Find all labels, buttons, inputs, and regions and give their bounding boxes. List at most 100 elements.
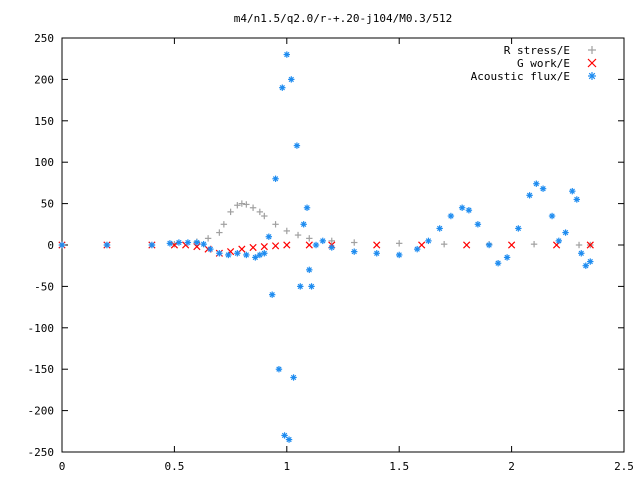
data-point [303,204,311,211]
data-point [548,212,556,220]
y-tick-label: -50 [34,280,54,293]
y-tick-label: -200 [28,405,55,418]
data-point [300,221,307,228]
legend-marker [588,46,596,54]
data-point [351,239,358,246]
data-point [268,291,276,298]
data-point [396,240,403,247]
data-point [234,250,241,257]
data-point [265,233,273,240]
chart-title: m4/n1.5/q2.0/r-+.20-j104/M0.3/512 [234,12,453,25]
legend-marker [587,58,597,68]
data-point [283,241,291,249]
data-point [256,208,264,216]
data-point [526,192,533,199]
data-point [440,240,448,248]
data-point [474,221,482,228]
legend-label: R stress/E [504,44,570,57]
data-point [261,250,268,257]
data-point [539,185,547,192]
data-point [184,239,192,246]
series-+ [58,200,594,249]
data-point [148,241,156,249]
data-point [373,241,381,249]
data-point [256,251,264,259]
data-point [207,245,214,253]
data-point [279,84,286,91]
x-tick-label: 2 [508,460,515,473]
x-tick-label: 1.5 [389,460,409,473]
data-point [396,251,403,259]
series-x [58,241,594,257]
legend-label: Acoustic flux/E [471,70,570,83]
data-point [328,237,335,245]
data-point [312,241,320,249]
data-point [234,202,241,209]
data-point [328,244,335,251]
data-point [530,240,538,248]
data-point [562,229,569,236]
data-point [485,241,493,249]
legend-label: G work/E [517,57,570,70]
series-layer [58,51,594,443]
data-point [272,221,279,228]
data-point [166,240,174,247]
data-point [297,283,304,290]
x-tick-label: 1 [283,460,290,473]
data-point [283,227,290,235]
series-* [58,51,594,443]
y-tick-label: 150 [34,115,54,128]
data-point [351,248,358,255]
data-point [220,221,228,228]
data-point [425,237,432,245]
data-point [578,250,585,257]
data-point [193,239,201,246]
data-point [573,196,580,203]
data-point [515,225,522,232]
data-point [252,254,259,261]
data-point [249,243,257,252]
data-point [413,245,421,253]
data-point [494,260,502,267]
data-point [463,241,471,249]
data-point [58,241,66,249]
data-point [569,187,576,195]
y-tick-label: 250 [34,32,54,45]
data-point [587,258,594,265]
y-tick-label: 100 [34,156,54,169]
data-point [216,250,223,257]
x-tick-label: 0.5 [164,460,184,473]
data-point [283,51,290,58]
data-point [306,266,313,274]
data-point [243,201,250,208]
data-point [103,241,111,249]
data-point [200,240,207,248]
x-tick-label: 0 [59,460,66,473]
data-point [306,235,313,242]
data-point [319,237,326,245]
y-tick-label: -250 [28,446,55,459]
y-tick-label: 0 [47,239,54,252]
data-point [465,207,473,214]
data-point [458,204,466,211]
data-point [238,200,246,207]
data-point [586,241,594,249]
data-point [290,374,297,381]
data-point [308,283,315,290]
data-point [305,241,313,249]
data-point [227,208,234,216]
y-tick-label: -150 [28,363,55,376]
x-tick-label: 2.5 [614,460,634,473]
axis-ticks: 0 0.5 1 1.5 2 2.5 250 200 150 100 50 0 -50 -100 -150 -2… [28,32,634,473]
data-point [249,204,257,211]
data-point [555,237,563,245]
data-point [293,142,301,149]
legend-marker [588,72,596,80]
data-point [204,235,212,242]
data-point [436,225,443,232]
data-point [447,212,455,220]
data-point [175,239,183,246]
